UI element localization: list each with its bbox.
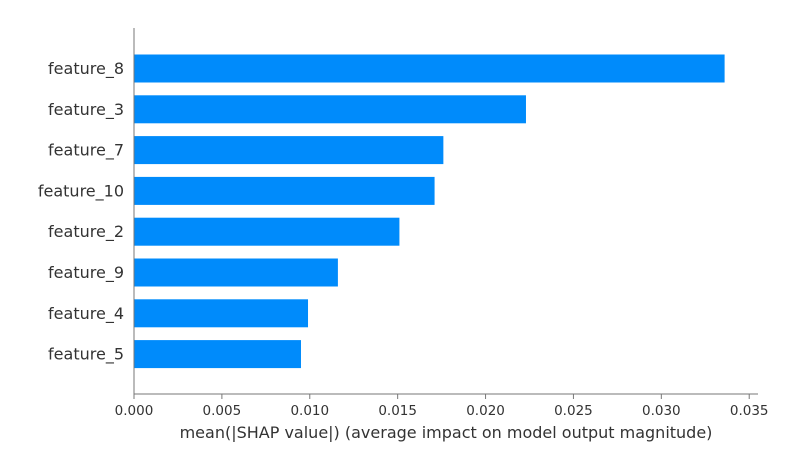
category-label-feature-4: feature_4 bbox=[48, 304, 124, 324]
bar-feature-4 bbox=[134, 299, 309, 328]
category-label-feature-3: feature_3 bbox=[48, 100, 124, 120]
x-tick-label: 0.005 bbox=[203, 403, 242, 419]
x-tick-label: 0.000 bbox=[115, 403, 154, 419]
x-ticks-group: 0.000 0.005 0.010 0.015 0.020 0.025 0.030 0.035 bbox=[115, 394, 769, 419]
x-tick-label: 0.035 bbox=[730, 403, 769, 419]
x-tick-label: 0.025 bbox=[554, 403, 593, 419]
bars-group bbox=[134, 54, 725, 369]
bar-feature-7 bbox=[134, 136, 444, 165]
bar-feature-8 bbox=[134, 54, 725, 83]
bar-feature-3 bbox=[134, 95, 526, 124]
x-tick-label: 0.010 bbox=[290, 403, 329, 419]
bar-feature-5 bbox=[134, 340, 301, 369]
bar-feature-10 bbox=[134, 176, 435, 205]
x-tick-label: 0.015 bbox=[378, 403, 417, 419]
category-label-feature-7: feature_7 bbox=[48, 141, 124, 161]
category-label-feature-8: feature_8 bbox=[48, 59, 124, 79]
category-label-feature-5: feature_5 bbox=[48, 345, 124, 365]
category-labels-group: feature_8 feature_3 feature_7 feature_10fea… bbox=[38, 59, 124, 365]
bar-feature-2 bbox=[134, 217, 400, 246]
x-tick-label: 0.030 bbox=[642, 403, 681, 419]
x-tick-label: 0.020 bbox=[466, 403, 505, 419]
category-label-feature-9: feature_9 bbox=[48, 263, 124, 283]
bar-feature-9 bbox=[134, 258, 338, 287]
x-axis-title: mean(|SHAP value|) (average impact on mo… bbox=[180, 423, 713, 442]
category-label-feature-2: feature_2 bbox=[48, 222, 124, 242]
category-label-feature-10: feature_10 bbox=[38, 181, 124, 201]
